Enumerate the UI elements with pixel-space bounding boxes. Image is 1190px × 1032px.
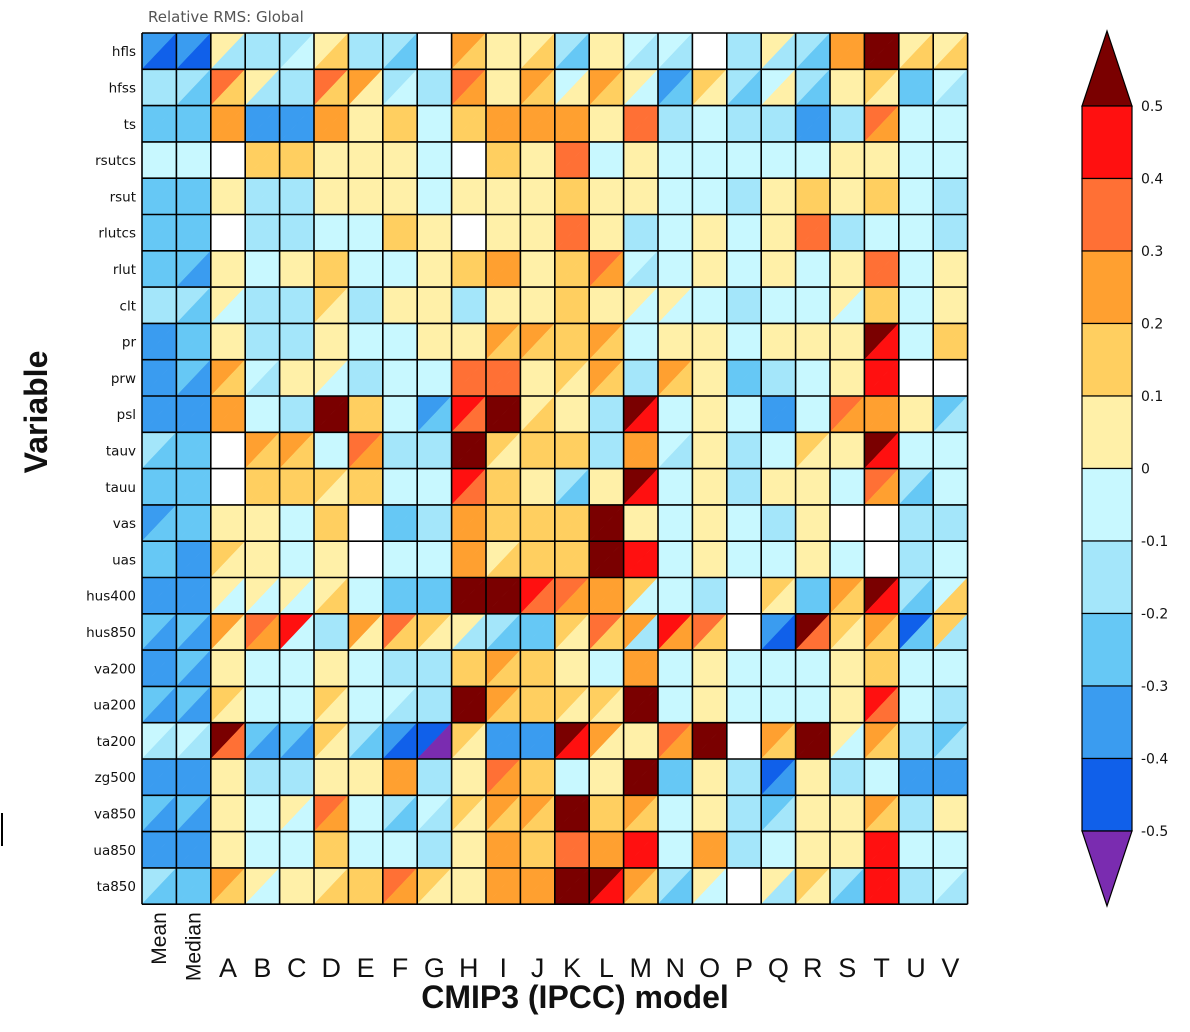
chart-subtitle: Relative RMS: Global xyxy=(148,8,304,26)
column-label: F xyxy=(392,953,409,983)
colorbar-extend-bottom xyxy=(1081,830,1133,908)
row-label: ta850 xyxy=(97,879,136,895)
row-label: hus400 xyxy=(86,589,136,605)
row-label: tauv xyxy=(106,443,136,459)
colorbar-tick-label: 0 xyxy=(1141,462,1150,478)
row-label: clt xyxy=(120,298,136,314)
column-label: N xyxy=(665,953,685,983)
row-label: va850 xyxy=(94,806,136,822)
row-label: rsut xyxy=(110,189,136,205)
colorbar-segment xyxy=(1081,540,1133,615)
column-label: L xyxy=(599,953,614,983)
colorbar-tick-label: -0.3 xyxy=(1141,679,1168,695)
colorbar-tick-label: 0.3 xyxy=(1141,244,1163,260)
colorbar-tick-label: -0.1 xyxy=(1141,534,1168,550)
colorbar-segment xyxy=(1081,612,1133,687)
row-label: ta200 xyxy=(97,734,136,750)
row-label: prw xyxy=(111,371,136,387)
row-label: vas xyxy=(113,516,136,532)
colorbar-segment xyxy=(1081,177,1133,252)
colorbar-tick-label: 0.5 xyxy=(1141,99,1163,115)
colorbar-segment xyxy=(1081,105,1133,180)
column-label: A xyxy=(219,953,237,983)
colorbar-tick-label: 0.2 xyxy=(1141,317,1163,333)
colorbar-tick-label: 0.4 xyxy=(1141,172,1163,188)
row-label: hus850 xyxy=(86,625,136,641)
column-label: T xyxy=(873,953,890,983)
column-label: K xyxy=(563,953,581,983)
column-label: P xyxy=(735,953,753,983)
colorbar-segment xyxy=(1081,757,1133,832)
colorbar-tick-label: 0.1 xyxy=(1141,389,1163,405)
column-label: B xyxy=(253,953,271,983)
column-label: H xyxy=(459,953,479,983)
row-label: ua200 xyxy=(93,698,136,714)
heatmap-cells xyxy=(141,32,969,905)
y-axis-title: Variable xyxy=(18,351,54,474)
column-label: V xyxy=(941,953,959,983)
column-label: J xyxy=(531,953,545,983)
column-label: U xyxy=(906,953,926,983)
column-label: I xyxy=(499,953,507,983)
colorbar-extend-top xyxy=(1081,29,1133,107)
row-label: psl xyxy=(117,407,136,423)
colorbar-segment xyxy=(1081,467,1133,542)
column-label: D xyxy=(321,953,341,983)
row-label: va200 xyxy=(94,661,136,677)
column-label: C xyxy=(287,953,307,983)
heatmap-gridlines xyxy=(141,32,969,906)
row-label: hfls xyxy=(112,44,136,60)
colorbar-tick-label: -0.2 xyxy=(1141,607,1168,623)
colorbar-segment xyxy=(1081,322,1133,397)
row-label: ua850 xyxy=(93,843,136,859)
row-label: zg500 xyxy=(95,770,136,786)
x-axis-title: CMIP3 (IPCC) model xyxy=(421,979,729,1015)
row-label: hfss xyxy=(109,80,136,96)
colorbar-segment xyxy=(1081,395,1133,470)
colorbar-segment xyxy=(1081,250,1133,325)
column-labels: Mean Median A B C D E F G H I J K L M N O P Q R S T U V xyxy=(148,912,959,983)
column-label: R xyxy=(803,953,823,983)
column-label: Mean xyxy=(148,912,171,965)
column-label: S xyxy=(838,953,856,983)
row-label: rlutcs xyxy=(98,226,136,242)
row-label: pr xyxy=(122,335,137,351)
column-label: E xyxy=(357,953,375,983)
row-label: rsutcs xyxy=(95,153,136,169)
column-label: Median xyxy=(183,912,206,981)
colorbar: 0.5 0.4 0.3 0.2 0.1 0 -0.1 -0.2 -0.3 -0.4 -0.5 xyxy=(1081,29,1168,908)
colorbar-tick-label: -0.4 xyxy=(1141,752,1168,768)
colorbar-segment xyxy=(1081,685,1133,760)
row-labels: hfls hfss ts rsutcs rsut rlutcs rlut clt pr prw ps… xyxy=(86,44,136,895)
row-label: ts xyxy=(124,117,136,133)
column-label: M xyxy=(630,953,653,983)
row-label: uas xyxy=(112,552,136,568)
column-label: Q xyxy=(768,953,789,983)
column-label: G xyxy=(424,953,445,983)
row-label: tauu xyxy=(105,480,136,496)
column-label: O xyxy=(699,953,720,983)
row-label: rlut xyxy=(113,262,136,278)
colorbar-tick-label: -0.5 xyxy=(1141,824,1168,840)
